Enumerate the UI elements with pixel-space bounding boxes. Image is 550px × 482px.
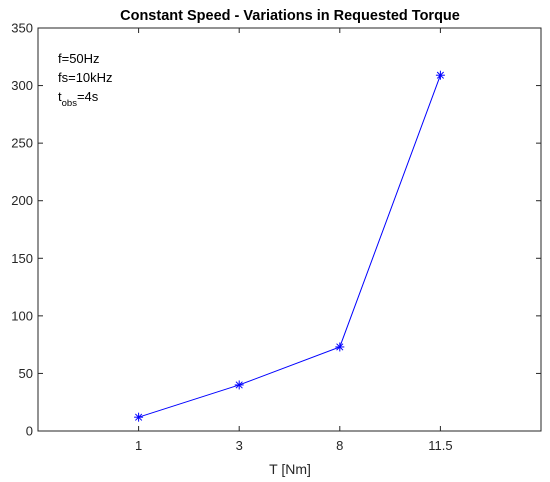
data-point-marker <box>134 412 144 422</box>
y-tick-label: 200 <box>11 193 33 208</box>
x-tick-label: 8 <box>336 438 343 453</box>
annotation-observation: tobs=4s <box>58 89 99 109</box>
annotation-frequency: f=50Hz <box>58 51 100 66</box>
x-axis: 1 3 8 11.5 <box>135 28 453 453</box>
y-tick-label: 350 <box>11 21 33 36</box>
data-point-marker <box>435 70 445 80</box>
x-axis-label: T [Nm] <box>269 461 311 477</box>
annotation-box: f=50Hz fs=10kHz tobs=4s <box>58 51 113 109</box>
series-markers <box>134 70 445 422</box>
x-tick-label: 1 <box>135 438 142 453</box>
data-point-marker <box>335 342 345 352</box>
y-tick-label: 0 <box>26 424 33 439</box>
plot-area <box>37 27 542 432</box>
annotation-obs-sub: obs <box>62 98 78 109</box>
y-tick-label: 100 <box>11 308 33 323</box>
y-axis: 0 50 100 150 200 250 300 350 <box>11 21 541 439</box>
x-tick-label: 3 <box>236 438 243 453</box>
chart-title: Constant Speed - Variations in Requested… <box>120 8 460 24</box>
y-tick-label: 50 <box>19 366 33 381</box>
y-tick-label: 150 <box>11 251 33 266</box>
y-tick-label: 300 <box>11 78 33 93</box>
x-tick-label: 11.5 <box>428 438 452 453</box>
y-tick-label: 250 <box>11 136 33 151</box>
annotation-sampling: fs=10kHz <box>58 70 113 85</box>
annotation-obs-rest: =4s <box>77 89 99 104</box>
annotation-obs-base: t <box>58 89 62 104</box>
data-point-marker <box>234 380 244 390</box>
series-line <box>138 75 441 418</box>
